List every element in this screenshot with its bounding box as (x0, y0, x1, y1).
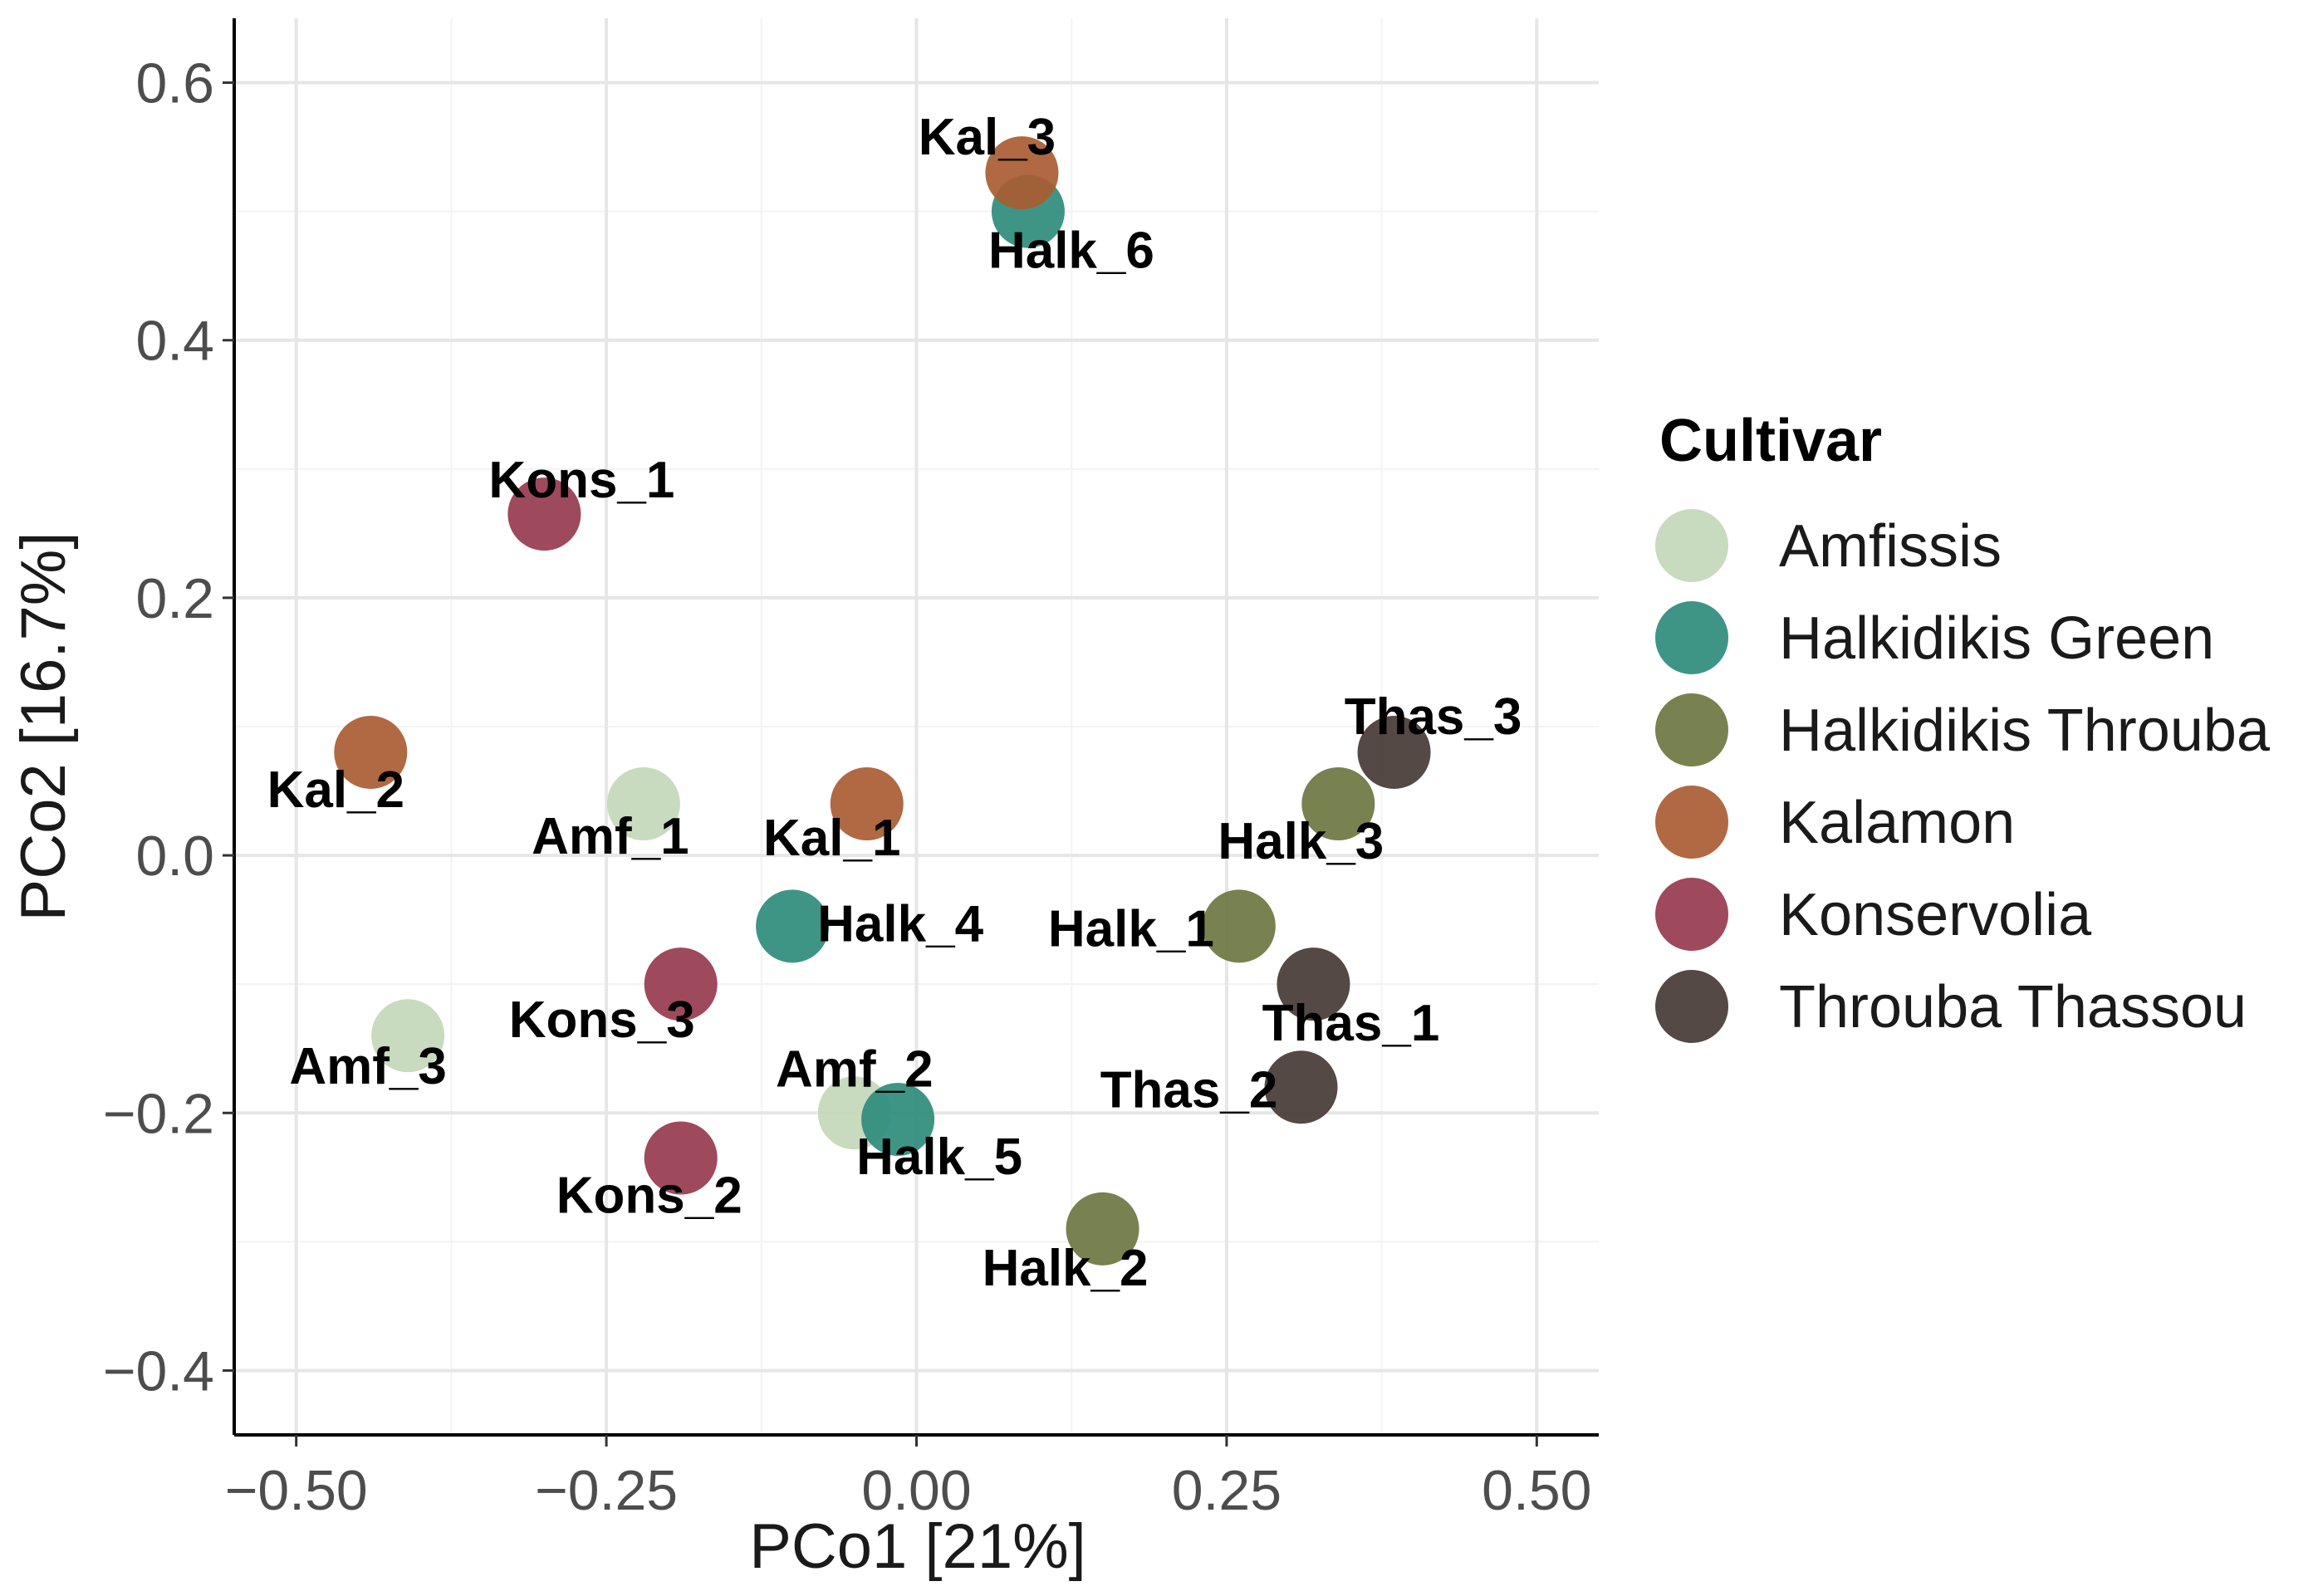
point-label: Halk_2 (983, 1240, 1149, 1297)
x-tick-label: 0.00 (861, 1459, 971, 1522)
x-tick-label: 0.50 (1482, 1459, 1591, 1522)
point-label: Kal_1 (763, 810, 900, 867)
point-label: Amf_1 (532, 808, 689, 865)
point-thas-3 (1357, 716, 1431, 790)
point-labels: Amf_1Amf_2Amf_3Halk_4Halk_5Halk_6Halk_1H… (267, 109, 1522, 1297)
point-amf-3 (371, 999, 445, 1073)
point-label: Halk_5 (856, 1128, 1022, 1186)
y-tick-label: −0.4 (103, 1339, 214, 1403)
point-kal-1 (830, 767, 904, 841)
legend-label: Throuba Thassou (1779, 974, 2247, 1040)
y-axis-ticks: −0.4 −0.2 0.0 0.2 0.4 0.6 (103, 52, 234, 1403)
point-label: Kal_3 (919, 109, 1056, 166)
legend-label: Halkidikis Throuba (1779, 698, 2271, 764)
point-kal-3 (985, 136, 1059, 210)
legend-label: Halkidikis Green (1779, 605, 2214, 672)
x-axis-title: PCo1 [21%] (749, 1511, 1086, 1582)
x-axis-ticks: −0.50 −0.25 0.00 0.25 0.50 (225, 1435, 1591, 1522)
y-axis-title: PCo2 [16.7%] (8, 532, 79, 922)
point-label: Amf_3 (289, 1038, 447, 1095)
y-tick-label: 0.4 (135, 310, 214, 373)
legend-key (1655, 878, 1728, 951)
x-tick-label: −0.50 (225, 1459, 368, 1522)
legend-title: Cultivar (1659, 408, 1882, 474)
point-label: Kons_2 (556, 1168, 742, 1225)
legend-key (1655, 509, 1728, 582)
x-tick-label: −0.25 (535, 1459, 678, 1522)
point-label: Amf_2 (776, 1040, 934, 1098)
point-kons-1 (507, 477, 581, 551)
point-label: Thas_2 (1100, 1061, 1278, 1119)
y-tick-label: −0.2 (103, 1082, 214, 1145)
point-label: Halk_3 (1218, 813, 1384, 870)
legend-key (1655, 693, 1728, 766)
point-label: Kons_1 (488, 452, 674, 509)
legend-key (1655, 601, 1728, 674)
legend-key (1655, 786, 1728, 859)
point-label: Kons_3 (509, 991, 695, 1049)
point-kal-2 (334, 716, 408, 790)
data-points (334, 136, 1431, 1266)
point-thas-1 (1277, 947, 1350, 1021)
point-label: Halk_4 (817, 895, 983, 952)
y-tick-label: 0.2 (135, 567, 214, 630)
point-halk-5 (861, 1083, 935, 1157)
y-tick-label: 0.0 (135, 825, 214, 888)
point-label: Thas_1 (1262, 995, 1440, 1052)
point-label: Kal_2 (267, 761, 404, 819)
point-label: Halk_1 (1048, 900, 1214, 957)
x-tick-label: 0.25 (1172, 1459, 1282, 1522)
point-amf-1 (606, 767, 680, 841)
point-label: Thas_3 (1345, 688, 1522, 746)
point-halk-3 (1301, 767, 1375, 841)
legend-key (1655, 970, 1728, 1043)
point-label: Halk_6 (988, 223, 1154, 280)
legend: Cultivar Amfissis Halkidikis Green Halkidi… (1655, 408, 2271, 1043)
legend-label: Kalamon (1779, 790, 2015, 856)
point-kons-3 (644, 947, 718, 1021)
point-halk-2 (1066, 1192, 1139, 1266)
point-kons-2 (644, 1121, 718, 1195)
legend-label: Konservolia (1779, 882, 2092, 948)
point-halk-4 (756, 889, 830, 963)
point-halk-1 (1202, 889, 1276, 963)
legend-label: Amfissis (1779, 513, 2002, 580)
point-thas-2 (1264, 1050, 1338, 1124)
major-gridlines (234, 18, 1599, 1435)
y-tick-label: 0.6 (135, 52, 214, 115)
